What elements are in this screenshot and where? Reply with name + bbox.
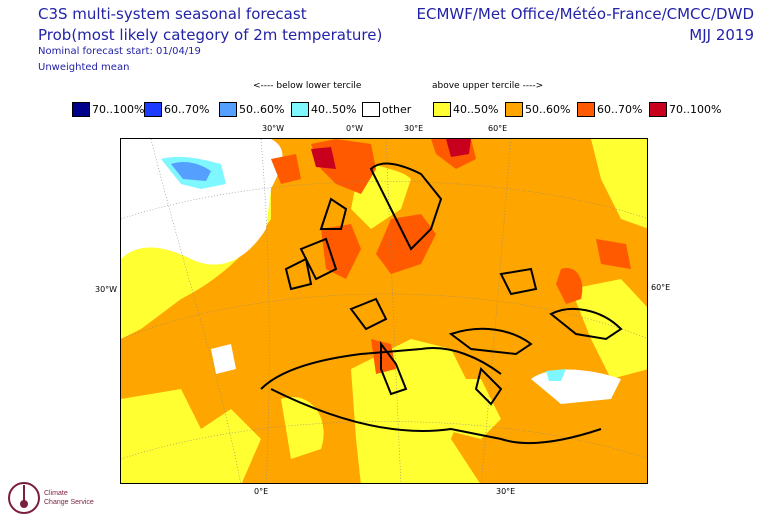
logo-text-line1: Climate <box>44 490 68 497</box>
legend-item-other: other <box>362 100 411 118</box>
top-axis-label: 30°E <box>404 124 424 133</box>
nominal-start-label: Nominal forecast start: 01/04/19 <box>38 46 201 57</box>
above-tercile-label: above upper tercile ----> <box>432 81 544 91</box>
legend-label: 70..100% <box>669 102 722 116</box>
legend-label: 40..50% <box>311 102 357 116</box>
forecast-map <box>120 138 648 484</box>
bottom-axis-label: 0°E <box>254 487 269 496</box>
right-axis-label: 60°E <box>651 283 671 292</box>
legend-label: 50..60% <box>525 102 571 116</box>
graticule <box>121 139 647 483</box>
legend-label: 70..100% <box>92 102 145 116</box>
legend-label: 50..60% <box>239 102 285 116</box>
legend-item-above-70-100: 70..100% <box>649 100 721 118</box>
legend-swatch <box>433 101 451 117</box>
legend-item-below-50-60: 50..60% <box>219 100 284 118</box>
top-axis-label: 0°W <box>346 124 363 133</box>
legend-item-below-40-50: 40..50% <box>291 100 356 118</box>
prob-70-100-above-regions <box>311 139 471 169</box>
chart-title-line1: C3S multi-system seasonal forecast <box>38 5 307 23</box>
map-canvas <box>121 139 647 483</box>
logo-text-line2: Change Service <box>44 499 94 506</box>
legend-label: other <box>382 102 412 116</box>
legend-swatch <box>505 101 523 117</box>
climate-change-service-logo: Climate Change Service <box>4 477 114 519</box>
legend-label: 60..70% <box>164 102 210 116</box>
forecast-period-label: MJJ 2019 <box>689 26 754 44</box>
top-axis-label: 60°E <box>488 124 508 133</box>
legend-swatch <box>649 101 667 117</box>
prob-below-regions <box>161 156 566 381</box>
legend-label: 40..50% <box>453 102 499 116</box>
coastlines <box>260 162 623 445</box>
legend-item-above-60-70: 60..70% <box>577 100 642 118</box>
below-tercile-label: <---- below lower tercile <box>253 81 362 91</box>
legend-item-below-70-100: 70..100% <box>72 100 144 118</box>
legend-swatch <box>219 101 237 117</box>
legend-item-above-50-60: 50..60% <box>505 100 570 118</box>
left-axis-label: 30°W <box>95 285 118 294</box>
legend-item-below-60-70: 60..70% <box>144 100 209 118</box>
data-source-label: ECMWF/Met Office/Météo-France/CMCC/DWD <box>416 5 755 23</box>
legend-swatch <box>72 101 90 117</box>
legend-swatch <box>291 101 309 117</box>
prob-60-70-above-regions <box>271 139 631 374</box>
top-axis-label: 30°W <box>262 124 285 133</box>
legend-item-above-40-50: 40..50% <box>433 100 498 118</box>
chart-title-line2: Prob(most likely category of 2m temperat… <box>38 26 383 44</box>
legend-swatch <box>362 101 380 117</box>
legend-label: 60..70% <box>597 102 643 116</box>
bottom-axis-label: 30°E <box>496 487 516 496</box>
logo-graphic: Climate Change Service <box>8 482 94 514</box>
legend-swatch <box>577 101 595 117</box>
legend-swatch <box>144 101 162 117</box>
weighting-label: Unweighted mean <box>38 62 130 73</box>
